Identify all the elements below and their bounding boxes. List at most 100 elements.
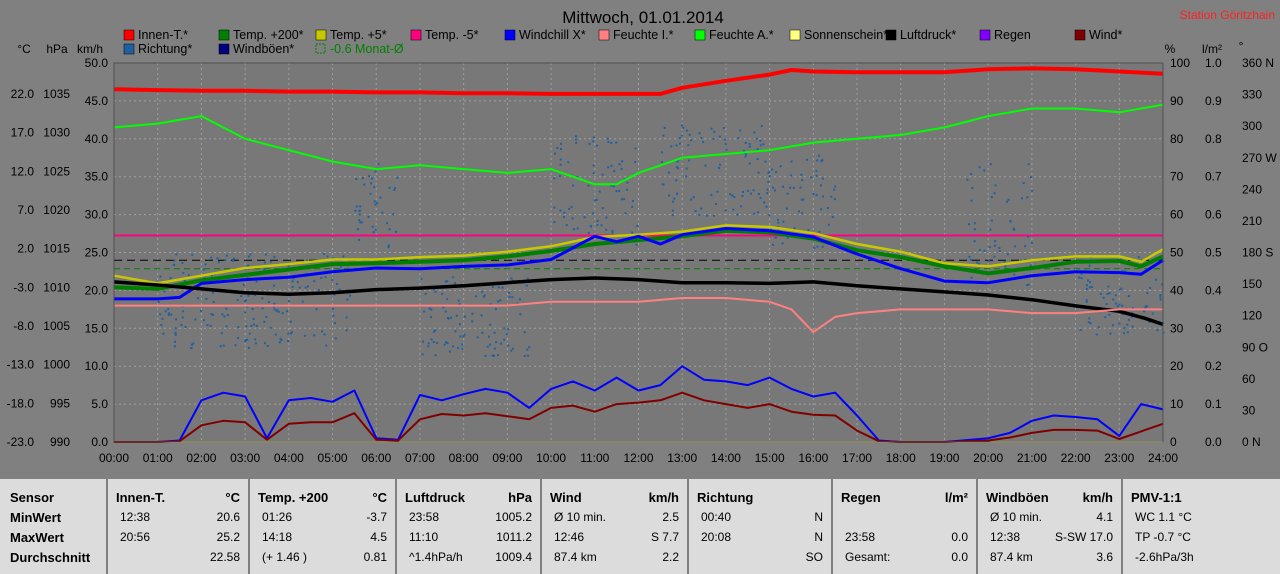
tick-label-direction: 60	[1242, 372, 1256, 386]
direction-point	[451, 345, 454, 348]
direction-point	[802, 198, 805, 201]
stats-cell-value: S 7.7	[650, 530, 679, 544]
direction-point	[471, 312, 474, 315]
direction-point	[1107, 285, 1110, 288]
direction-point	[1004, 265, 1007, 268]
tick-label-rain: 0.5	[1205, 246, 1222, 260]
axis-unit-hpa: hPa	[46, 42, 68, 56]
direction-point	[454, 330, 457, 333]
direction-point	[821, 158, 824, 161]
direction-point	[1085, 284, 1088, 287]
direction-point	[613, 170, 616, 173]
axis-unit-degree: °	[1239, 39, 1244, 53]
direction-point	[482, 295, 485, 298]
direction-point	[194, 318, 197, 321]
direction-point	[324, 276, 327, 279]
stats-cell-label: 87.4 km	[990, 550, 1033, 564]
stats-cell-label: 11:10	[409, 530, 439, 544]
direction-point	[725, 148, 728, 151]
tick-label-pressure: 995	[50, 396, 70, 410]
tick-label-temp: 22.0	[11, 87, 35, 101]
direction-point	[970, 199, 973, 202]
direction-point	[993, 244, 996, 247]
stats-cell-value: 25.2	[216, 530, 240, 544]
direction-point	[420, 277, 423, 280]
direction-point	[237, 326, 240, 329]
tick-label-time: 18:00	[886, 451, 916, 465]
stats-cell-label: Ø 10 min.	[990, 510, 1043, 524]
legend-swatch	[123, 43, 135, 55]
tick-label-pressure: 1025	[43, 164, 70, 178]
tick-label-rain: 1.0	[1205, 56, 1222, 70]
direction-point	[305, 259, 308, 262]
direction-point	[574, 138, 577, 141]
direction-point	[376, 202, 379, 205]
tick-label-direction: 0 N	[1242, 435, 1261, 449]
direction-point	[1123, 327, 1126, 330]
direction-point	[813, 246, 816, 249]
direction-point	[446, 280, 449, 283]
direction-point	[663, 126, 666, 129]
direction-point	[393, 188, 396, 191]
direction-point	[508, 295, 511, 298]
stats-cell-label: TP -0.7 °C	[1135, 530, 1191, 544]
direction-point	[685, 167, 688, 170]
direction-point	[345, 316, 348, 319]
direction-point	[820, 208, 823, 211]
direction-point	[973, 240, 976, 243]
direction-point	[503, 327, 506, 330]
row-label-max: MaxWert	[10, 530, 64, 545]
direction-point	[338, 288, 341, 291]
legend-label-regen: Regen	[994, 28, 1031, 42]
direction-point	[428, 307, 431, 310]
direction-point	[1026, 196, 1029, 199]
direction-point	[464, 315, 467, 318]
direction-point	[496, 353, 499, 356]
legend-label-0-6-monat: -0.6 Monat-Ø	[330, 42, 404, 56]
direction-point	[831, 216, 834, 219]
direction-point	[254, 342, 257, 345]
stats-unit: km/h	[648, 490, 679, 505]
tick-label-time: 15:00	[755, 451, 785, 465]
direction-point	[1024, 245, 1027, 248]
direction-point	[565, 224, 568, 227]
direction-point	[1097, 326, 1100, 329]
tick-label-wind: 0.0	[91, 435, 108, 449]
direction-point	[620, 168, 623, 171]
direction-point	[667, 171, 670, 174]
direction-point	[1118, 288, 1121, 291]
direction-point	[713, 214, 716, 217]
direction-point	[572, 228, 575, 231]
direction-point	[242, 283, 245, 286]
direction-point	[966, 178, 969, 181]
stats-cell-value: 2.2	[662, 550, 679, 564]
direction-point	[313, 334, 316, 337]
direction-point	[559, 158, 562, 161]
direction-point	[610, 141, 613, 144]
direction-point	[471, 320, 474, 323]
direction-point	[595, 144, 598, 147]
stats-cell-value: 20.6	[216, 510, 240, 524]
direction-point	[1106, 292, 1109, 295]
direction-point	[718, 166, 721, 169]
direction-point	[296, 281, 299, 284]
direction-point	[263, 261, 266, 264]
stats-cell-label: Ø 10 min.	[554, 510, 607, 524]
tick-label-direction: 120	[1242, 309, 1262, 323]
direction-point	[306, 285, 309, 288]
direction-point	[243, 300, 246, 303]
direction-point	[172, 263, 175, 266]
direction-point	[526, 348, 529, 351]
direction-point	[615, 190, 618, 193]
direction-point	[372, 231, 375, 234]
stats-unit: km/h	[1082, 490, 1113, 505]
direction-point	[292, 277, 295, 280]
direction-point	[768, 214, 771, 217]
direction-point	[1080, 277, 1083, 280]
direction-point	[167, 312, 170, 315]
tick-label-humidity: 0	[1170, 435, 1177, 449]
direction-point	[1105, 303, 1108, 306]
direction-point	[976, 261, 979, 264]
direction-point	[481, 290, 484, 293]
legend-label-windb-en: Windböen*	[233, 42, 294, 56]
